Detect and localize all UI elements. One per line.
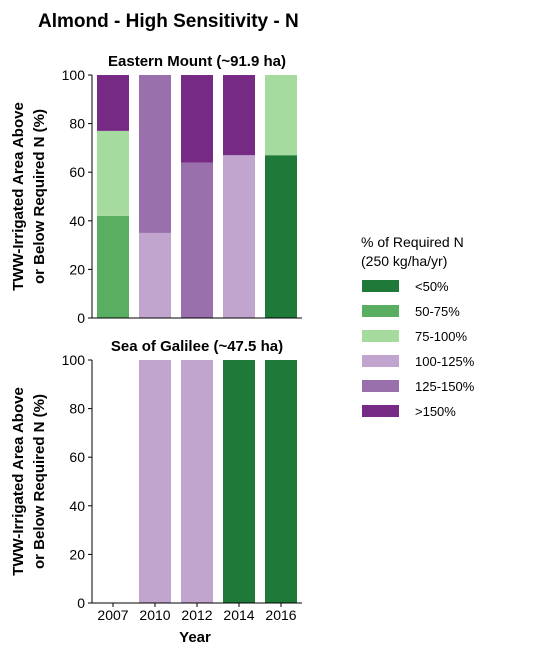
legend-swatch-100-125 [362, 355, 399, 367]
bar-segment-lt50-2014 [223, 360, 255, 603]
y-tick-label: 0 [77, 595, 85, 611]
bar-segment-100-125-2014 [223, 155, 255, 318]
y-tick-label: 100 [62, 67, 86, 83]
y-tick-label: 20 [69, 261, 85, 277]
x-tick-label: 2014 [223, 607, 254, 623]
legend-swatch-75-100 [362, 330, 399, 342]
x-tick-label: 2010 [139, 607, 170, 623]
y-axis-label-line1: TWW-Irrigated Area Above [10, 102, 27, 291]
y-tick-label: 80 [69, 401, 85, 417]
bar-segment-100-125-2010 [139, 360, 171, 603]
panel-title: Eastern Mount (~91.9 ha) [108, 53, 286, 70]
legend-swatch-gt150 [362, 405, 399, 417]
bar-segment-100-125-2012 [181, 360, 213, 603]
bar-segment-125-150-2010 [139, 75, 171, 233]
legend-swatch-125-150 [362, 380, 399, 392]
x-tick-label: 2012 [181, 607, 212, 623]
panel-1: Eastern Mount (~91.9 ha) 0 20 40 60 80 100 TWW-… [10, 53, 302, 326]
legend: % of Required N (250 kg/ha/yr) <50% 50-75… [361, 234, 475, 419]
bar-segment-gt150-2014 [223, 75, 255, 156]
bar-segment-75-100-2016 [265, 75, 297, 156]
y-tick-label: 40 [69, 213, 85, 229]
y-tick-label: 40 [69, 498, 85, 514]
panel-title: Sea of Galilee (~47.5 ha) [111, 338, 283, 355]
bar-segment-100-125-2010 [139, 232, 171, 318]
bar-segment-gt150-2012 [181, 75, 213, 163]
legend-label-125-150: 125-150% [415, 379, 475, 394]
x-tick-label: 2016 [265, 607, 296, 623]
bar-segment-gt150-2007 [97, 75, 129, 131]
bar-segment-lt50-2016 [265, 360, 297, 603]
legend-label-gt150: >150% [415, 404, 456, 419]
y-axis-label-line2: or Below Required N (%) [31, 109, 48, 284]
legend-label-75-100: 75-100% [415, 329, 467, 344]
legend-title-line2: (250 kg/ha/yr) [361, 253, 447, 269]
y-axis-label-line2: or Below Required N (%) [31, 394, 48, 569]
panel-2: Sea of Galilee (~47.5 ha)2007 2010 2012 201… [10, 338, 302, 623]
chart-panels: Eastern Mount (~91.9 ha) 0 20 40 60 80 100 TWW-… [10, 53, 302, 623]
y-tick-label: 60 [69, 449, 85, 465]
y-tick-label: 100 [62, 352, 86, 368]
legend-items: <50% 50-75% 75-100% 100-125% 125-150% >150% [362, 279, 475, 419]
y-tick-label: 0 [77, 310, 85, 326]
legend-label-100-125: 100-125% [415, 354, 475, 369]
x-tick-label: 2007 [97, 607, 128, 623]
x-axis-label: Year [179, 629, 211, 646]
y-tick-label: 60 [69, 164, 85, 180]
legend-label-lt50: <50% [415, 279, 449, 294]
y-tick-label: 20 [69, 546, 85, 562]
legend-label-50-75: 50-75% [415, 304, 460, 319]
legend-swatch-50-75 [362, 305, 399, 317]
figure-title: Almond - High Sensitivity - N [38, 11, 299, 32]
bar-segment-125-150-2012 [181, 162, 213, 318]
y-axis-label-line1: TWW-Irrigated Area Above [10, 387, 27, 576]
y-tick-label: 80 [69, 116, 85, 132]
legend-swatch-lt50 [362, 280, 399, 292]
legend-title-line1: % of Required N [361, 234, 464, 250]
bar-segment-lt50-2016 [265, 155, 297, 318]
bar-segment-50-75-2007 [97, 215, 129, 318]
bar-segment-75-100-2007 [97, 130, 129, 216]
